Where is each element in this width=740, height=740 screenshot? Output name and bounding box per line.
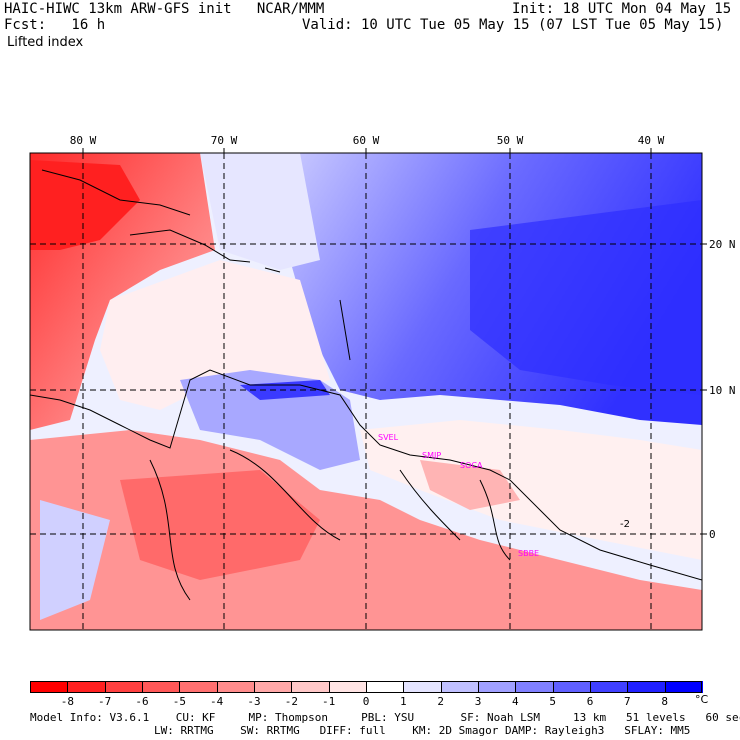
colorbar-tick-label: -5 [172, 695, 186, 708]
station-label: SMJP [422, 451, 441, 460]
colorbar-swatch [440, 681, 479, 693]
colorbar-tick-label: 8 [661, 695, 668, 708]
colorbar-tick-label: -1 [322, 695, 336, 708]
colorbar-swatch [664, 681, 703, 693]
colorbar-tick-label: 4 [512, 695, 519, 708]
colorbar-tick-label: 1 [400, 695, 407, 708]
station-label: SVEL [378, 433, 399, 442]
model-info-line1: Model Info: V3.6.1 CU: KF MP: Thompson P… [30, 711, 740, 724]
colorbar-swatch [552, 681, 591, 693]
colorbar-swatch [179, 681, 218, 693]
colorbar-tick-label: -6 [135, 695, 149, 708]
colorbar-swatch [403, 681, 442, 693]
model-info-line2: LW: RRTMG SW: RRTMG DIFF: full KM: 2D Sm… [154, 724, 691, 737]
lon-label: 70 W [211, 134, 238, 147]
lat-label: 10 N [709, 384, 736, 397]
colorbar-tick-label: 5 [549, 695, 556, 708]
colorbar-swatch [142, 681, 181, 693]
colorbar-tick-label: 3 [474, 695, 482, 708]
colorbar-tick-label: 7 [624, 695, 631, 708]
lon-label: 80 W [70, 134, 97, 147]
lon-label: 60 W [353, 134, 380, 147]
colorbar-swatch [478, 681, 517, 693]
lifted-index-map: 80 W 70 W 60 W 50 W 40 W 20 N 10 N 0 SVE… [29, 134, 736, 631]
colorbar-swatch [254, 681, 293, 693]
forecast-hour: Fcst: 16 h [4, 17, 106, 33]
station-label: SOCA [460, 461, 483, 470]
model-title: HAIC-HIWC 13km ARW-GFS init NCAR/MMM [4, 1, 325, 17]
colorbar-tick-label: 6 [586, 695, 594, 708]
colorbar-swatch [590, 681, 629, 693]
colorbar-tick-label: -7 [98, 695, 112, 708]
colorbar-tick-label: -4 [210, 695, 224, 708]
station-label: SBBE [518, 549, 539, 558]
colorbar-swatch [328, 681, 367, 693]
colorbar-frame [30, 681, 702, 693]
lon-label: 50 W [497, 134, 524, 147]
colorbar-swatch [216, 681, 255, 693]
colorbar-tick-label: 2 [437, 695, 444, 708]
lon-label: 40 W [638, 134, 665, 147]
colorbar-swatch [104, 681, 143, 693]
contour-label: -2 [620, 519, 630, 530]
lat-label: 0 [709, 528, 716, 541]
colorbar-tick-label: 0 [362, 695, 370, 708]
init-time: Init: 18 UTC Mon 04 May 15 [512, 1, 732, 17]
field-name: Lifted index [7, 35, 84, 50]
colorbar-unit: °C [695, 693, 709, 706]
colorbar-swatch [515, 681, 554, 693]
colorbar-swatch [291, 681, 330, 693]
colorbar-tick-label: -8 [60, 695, 74, 708]
lat-label: 20 N [709, 238, 736, 251]
colorbar-tick-label: -3 [247, 695, 261, 708]
valid-time: Valid: 10 UTC Tue 05 May 15 (07 LST Tue … [302, 17, 724, 33]
colorbar-swatch [627, 681, 666, 693]
colorbar-swatch [366, 681, 405, 693]
colorbar-swatch [67, 681, 106, 693]
colorbar-tick-label: -2 [284, 695, 298, 708]
